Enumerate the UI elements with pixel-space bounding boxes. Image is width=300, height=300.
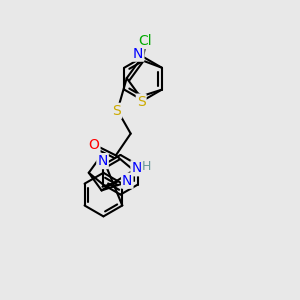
Text: H: H xyxy=(142,160,151,173)
Text: S: S xyxy=(137,94,146,109)
Text: N: N xyxy=(98,154,108,168)
Text: N: N xyxy=(122,174,133,188)
Text: O: O xyxy=(88,137,100,152)
Text: N: N xyxy=(131,161,142,175)
Text: N: N xyxy=(133,47,143,61)
Text: Cl: Cl xyxy=(138,34,152,48)
Text: S: S xyxy=(112,104,121,118)
